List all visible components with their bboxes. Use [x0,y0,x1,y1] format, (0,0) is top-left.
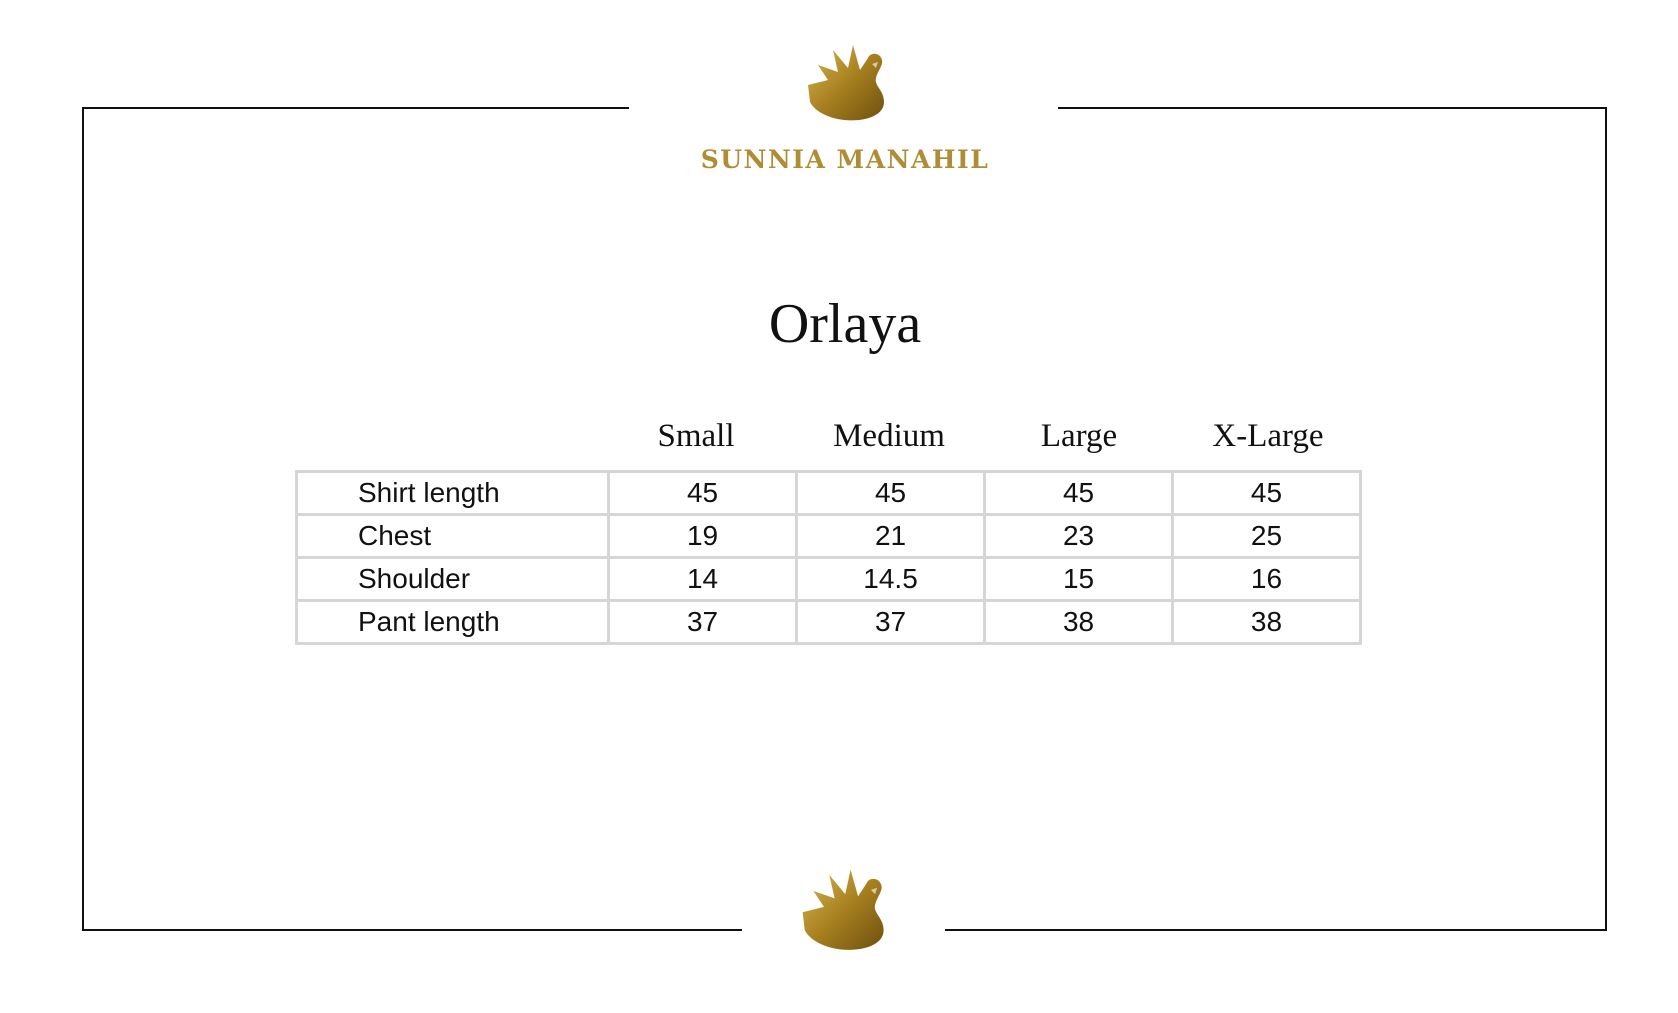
table-cell: 45 [983,470,1175,516]
table-cell: 38 [1171,599,1362,645]
table-cell: 45 [794,470,987,516]
table-cell: 19 [607,513,798,559]
table-row: Shoulder 14 14.5 15 16 [294,556,1362,602]
table-cell: 23 [983,513,1175,559]
table-cell: 45 [1171,470,1362,516]
gold-swan-icon [808,45,884,121]
frame-top-right [1058,107,1607,109]
table-row: Pant length 37 37 38 38 [294,599,1362,645]
table-cell: 38 [983,599,1175,645]
table-cell: 37 [607,599,798,645]
table-cell: 37 [794,599,987,645]
table-cell: 14 [607,556,798,602]
column-header-xlarge: X-Large [1212,418,1324,454]
row-label: Pant length [294,599,611,645]
row-label: Shirt length [294,470,611,516]
table-cell: 14.5 [794,556,987,602]
column-header-large: Large [1040,418,1118,454]
table-row: Shirt length 45 45 45 45 [294,470,1362,516]
frame-left [82,107,84,931]
table-cell: 25 [1171,513,1362,559]
table-cell: 45 [607,470,798,516]
gold-swan-icon [802,869,884,950]
brand-name: SUNNIA MANAHIL [700,145,990,174]
row-label: Chest [294,513,611,559]
column-header-small: Small [657,418,735,454]
table-row: Chest 19 21 23 25 [294,513,1362,559]
frame-top-left [82,107,629,109]
frame-bottom-left [82,929,742,931]
frame-right [1605,107,1607,931]
size-chart-table: Shirt length 45 45 45 45 Chest 19 21 23 25 Shoulde… [294,470,1362,645]
row-label: Shoulder [294,556,611,602]
page-title: Orlaya [768,293,922,355]
table-cell: 15 [983,556,1175,602]
column-header-medium: Medium [833,418,945,454]
table-cell: 16 [1171,556,1362,602]
frame-bottom-right [945,929,1607,931]
table-cell: 21 [794,513,987,559]
